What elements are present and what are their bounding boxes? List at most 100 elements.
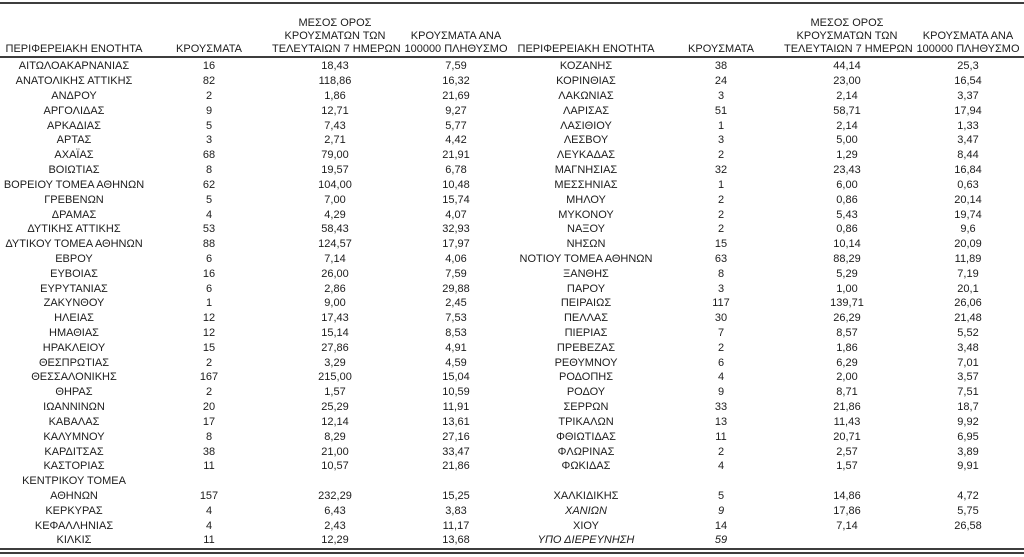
cell-region: ΛΑΡΙΣΑΣ <box>562 104 609 117</box>
table-row: ΑΡΤΑΣ 3 2,71 4,42 <box>0 133 512 148</box>
cell-region: ΖΑΚΥΝΘΟΥ <box>43 297 105 310</box>
table-row: ΧΙΟΥ 14 7,14 26,58 <box>512 518 1024 533</box>
cell-cases: 2 <box>205 386 213 399</box>
cell-region: ΑΝΔΡΟΥ <box>51 90 97 103</box>
cell-per100k: 33,47 <box>442 445 470 458</box>
cell-avg7: 17,43 <box>321 312 349 325</box>
cell-region: ΛΕΣΒΟΥ <box>563 134 609 147</box>
cell-region: ΘΕΣΠΡΩΤΙΑΣ <box>38 356 110 369</box>
cell-region: ΑΘΗΝΩΝ <box>50 489 98 502</box>
cell-per100k: 25,3 <box>957 60 979 73</box>
cell-region: ΗΛΕΙΑΣ <box>54 312 94 325</box>
cell-avg7: 6,43 <box>324 504 346 517</box>
cell-cases: 3 <box>205 134 213 147</box>
cell-avg7: 14,86 <box>833 489 861 502</box>
cell-per100k: 32,93 <box>442 223 470 236</box>
cell-avg7: 1,00 <box>836 282 858 295</box>
cell-per100k: 10,48 <box>442 178 470 191</box>
cell-region: ΚΟΖΑΝΗΣ <box>559 60 613 73</box>
cell-region: ΧΑΝΙΩΝ <box>565 504 607 517</box>
table-row: ΝΟΤΙΟΥ ΤΟΜΕΑ ΑΘΗΝΩΝ 63 88,29 11,89 <box>512 252 1024 267</box>
cell-region: ΦΩΚΙΔΑΣ <box>561 460 611 473</box>
cell-cases: 167 <box>199 371 219 384</box>
header-row: ΠΕΡΙΦΕΡΕΙΑΚΗ ΕΝΟΤΗΤΑ ΚΡΟΥΣΜΑΤΑ ΜΕΣΟΣ ΟΡΟΣ Κ… <box>512 4 1024 59</box>
table-row: ΛΑΣΙΘΙΟΥ 1 2,14 1,33 <box>512 118 1024 133</box>
cell-region: ΜΑΓΝΗΣΙΑΣ <box>554 164 618 177</box>
table-row: ΜΗΛΟΥ 2 0,86 20,14 <box>512 192 1024 207</box>
cell-avg7: 21,86 <box>833 401 861 414</box>
cell-avg7: 8,57 <box>836 327 858 340</box>
cell-cases: 11 <box>203 460 215 473</box>
cell-per100k: 7,51 <box>957 386 979 399</box>
table-row: ΕΥΒΟΙΑΣ 16 26,00 7,59 <box>0 266 512 281</box>
cell-region: ΒΟΡΕΙΟΥ ΤΟΜΕΑ ΑΘΗΝΩΝ <box>3 178 145 191</box>
cell-per100k: 8,53 <box>445 327 467 340</box>
cell-per100k <box>912 474 1024 489</box>
cell-per100k: 7,59 <box>445 60 467 73</box>
table-row: ΜΕΣΣΗΝΙΑΣ 1 6,00 0,63 <box>512 178 1024 193</box>
table-row <box>512 474 1024 489</box>
cell-region: ΠΕΙΡΑΙΩΣ <box>560 297 612 310</box>
table-row: ΘΕΣΣΑΛΟΝΙΚΗΣ 167 215,00 15,04 <box>0 370 512 385</box>
cell-per100k: 16,32 <box>442 75 470 88</box>
cell-avg7: 79,00 <box>321 149 349 162</box>
cell-region: ΠΡΕΒΕΖΑΣ <box>556 341 616 354</box>
table-row: ΚΑΡΔΙΤΣΑΣ 38 21,00 33,47 <box>0 444 512 459</box>
cell-avg7: 7,00 <box>324 193 346 206</box>
table-row: ΞΑΝΘΗΣ 8 5,29 7,19 <box>512 266 1024 281</box>
cell-region: ΧΑΛΚΙΔΙΚΗΣ <box>553 489 619 502</box>
cell-cases: 13 <box>714 415 728 428</box>
cell-cases: 59 <box>714 534 728 547</box>
cell-avg7: 26,29 <box>833 312 861 325</box>
cell-region: ΜΗΛΟΥ <box>566 193 606 206</box>
table-row: ΑΧΑΪΑΣ 68 79,00 21,91 <box>0 148 512 163</box>
cell-avg7: 44,14 <box>833 60 861 73</box>
cell-cases: 16 <box>202 267 216 280</box>
cell-avg7: 1,86 <box>324 90 346 103</box>
table-row: ΙΩΑΝΝΙΝΩΝ 20 25,29 11,91 <box>0 400 512 415</box>
table-row: ΥΠΟ ΔΙΕΡΕΥΝΗΣΗ 59 <box>512 533 1024 548</box>
cell-per100k: 16,54 <box>954 75 982 88</box>
cell-cases: 2 <box>717 149 725 162</box>
cell-region: ΒΟΙΩΤΙΑΣ <box>48 164 100 177</box>
table-row: ΛΕΣΒΟΥ 3 5,00 3,47 <box>512 133 1024 148</box>
cell-per100k: 18,7 <box>957 401 979 414</box>
cell-avg7: 124,57 <box>318 238 352 251</box>
cell-avg7 <box>782 474 912 489</box>
cell-per100k: 21,86 <box>442 460 470 473</box>
cell-per100k: 3,37 <box>957 90 979 103</box>
cell-cases: 1 <box>717 119 725 132</box>
cell-region: ΡΟΔΟΠΗΣ <box>558 371 614 384</box>
cell-avg7: 12,29 <box>321 534 349 547</box>
table-row: ΦΩΚΙΔΑΣ 4 1,57 9,91 <box>512 459 1024 474</box>
cases-table-left-header: ΠΕΡΙΦΕΡΕΙΑΚΗ ΕΝΟΤΗΤΑ ΚΡΟΥΣΜΑΤΑ ΜΕΣΟΣ ΟΡΟΣ Κ… <box>0 4 512 59</box>
table-row: ΝΗΣΩΝ 15 10,14 20,09 <box>512 237 1024 252</box>
cell-cases: 6 <box>717 356 725 369</box>
cell-per100k: 29,88 <box>442 282 470 295</box>
cell-per100k: 17,97 <box>442 238 470 251</box>
cell-region: ΞΑΝΘΗΣ <box>563 267 609 280</box>
cell-region: ΝΑΞΟΥ <box>567 223 605 236</box>
cell-cases: 15 <box>202 341 216 354</box>
cell-cases: 24 <box>714 75 728 88</box>
column-header-region: ΠΕΡΙΦΕΡΕΙΑΚΗ ΕΝΟΤΗΤΑ <box>5 43 143 55</box>
cell-avg7: 7,14 <box>836 519 858 532</box>
cell-region: ΑΡΓΟΛΙΔΑΣ <box>43 104 105 117</box>
cell-region: ΠΕΛΛΑΣ <box>563 312 609 325</box>
table-row: ΚΟΖΑΝΗΣ 38 44,14 25,3 <box>512 59 1024 74</box>
cell-region: ΥΠΟ ΔΙΕΡΕΥΝΗΣΗ <box>537 534 635 547</box>
header-row: ΠΕΡΙΦΕΡΕΙΑΚΗ ΕΝΟΤΗΤΑ ΚΡΟΥΣΜΑΤΑ ΜΕΣΟΣ ΟΡΟΣ Κ… <box>0 4 512 59</box>
table-row: ΚΟΡΙΝΘΙΑΣ 24 23,00 16,54 <box>512 74 1024 89</box>
cell-avg7: 26,00 <box>321 267 349 280</box>
cell-cases: 53 <box>202 223 216 236</box>
cell-cases: 4 <box>205 504 213 517</box>
cell-cases: 9 <box>717 386 725 399</box>
cell-per100k: 3,83 <box>445 504 467 517</box>
cell-avg7: 0,86 <box>836 193 858 206</box>
cell-cases: 5 <box>205 193 213 206</box>
table-row: ΒΟΡΕΙΟΥ ΤΟΜΕΑ ΑΘΗΝΩΝ 62 104,00 10,48 <box>0 178 512 193</box>
cell-avg7: 118,86 <box>318 75 352 88</box>
cell-region: ΗΜΑΘΙΑΣ <box>49 327 99 340</box>
cell-cases: 4 <box>717 460 725 473</box>
